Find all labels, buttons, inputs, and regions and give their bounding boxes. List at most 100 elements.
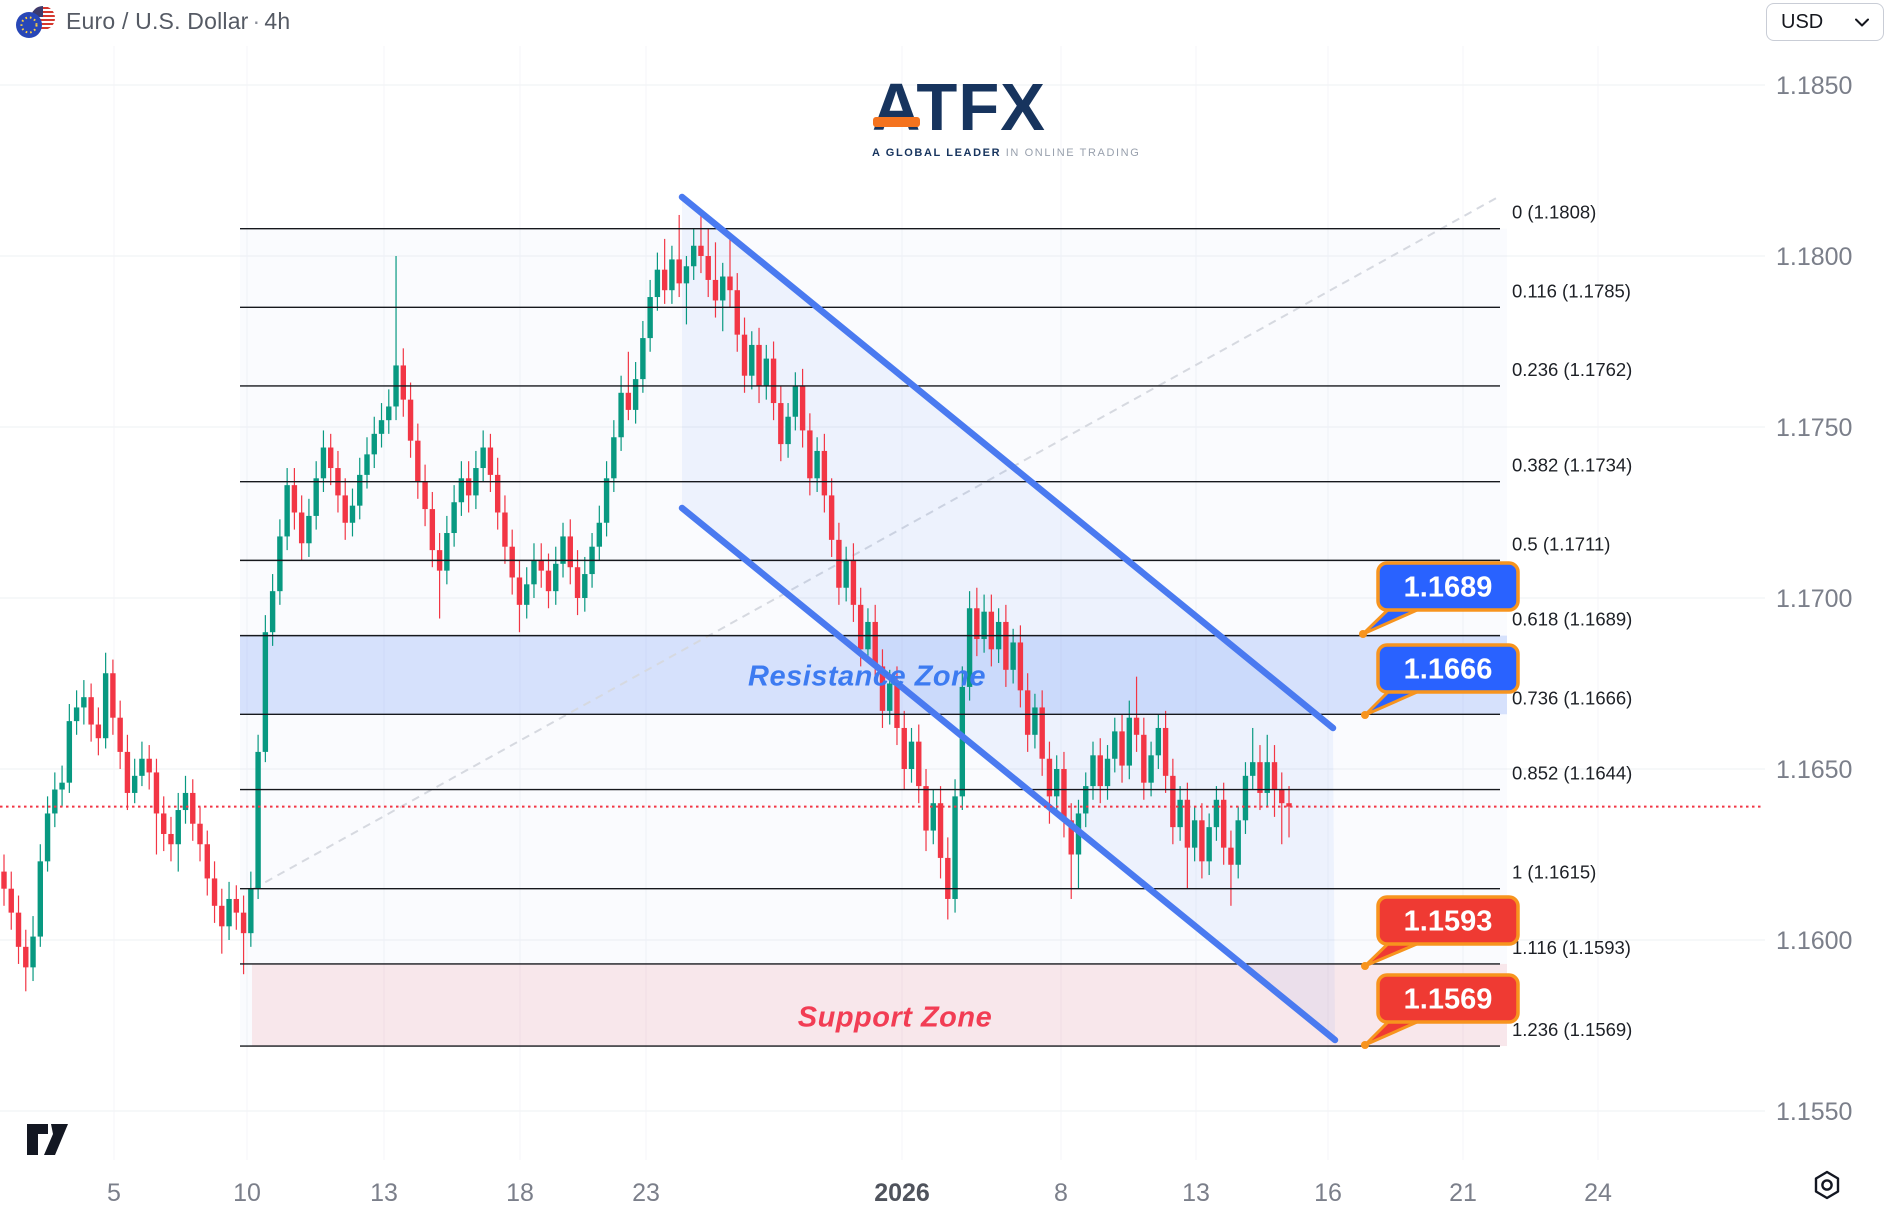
price-axis-label: 1.1650 xyxy=(1776,756,1852,784)
candle-body xyxy=(465,478,472,496)
candle-body xyxy=(248,888,254,934)
time-axis-label[interactable]: 5 xyxy=(107,1179,121,1207)
candle-body xyxy=(1271,762,1278,790)
price-callout-box[interactable] xyxy=(1376,895,1520,946)
time-axis-label[interactable]: 21 xyxy=(1449,1179,1477,1207)
candle-body xyxy=(661,269,668,291)
tradingview-logo[interactable] xyxy=(26,1122,70,1158)
candle-body xyxy=(30,936,36,968)
fib-level-label: 0.5 (1.1711) xyxy=(1512,533,1610,554)
candle-body xyxy=(1257,762,1263,793)
candle-body xyxy=(204,844,210,879)
time-axis-label[interactable]: 10 xyxy=(233,1179,261,1207)
candle-body xyxy=(386,406,392,421)
fib-level-label: 1 (1.1615) xyxy=(1512,862,1596,883)
candle-body xyxy=(117,717,123,752)
candle-body xyxy=(23,946,29,968)
candle-body xyxy=(182,792,189,811)
candle-body xyxy=(349,505,356,523)
time-axis-label[interactable]: 13 xyxy=(1182,1179,1210,1207)
candle-body xyxy=(923,786,929,831)
candle-body xyxy=(233,898,240,913)
candle-body xyxy=(1264,762,1270,793)
candle-body xyxy=(320,447,327,479)
candle-body xyxy=(727,276,733,291)
candle-body xyxy=(763,358,769,386)
channel-lower-trendline[interactable] xyxy=(678,504,1339,1044)
gear-icon[interactable] xyxy=(1810,1168,1844,1202)
candle-body xyxy=(749,344,755,376)
candle-body xyxy=(110,673,116,718)
candle-body xyxy=(81,697,87,708)
candle-body xyxy=(298,512,305,544)
candle-body xyxy=(458,478,465,503)
candle-body xyxy=(676,259,682,284)
candle-body xyxy=(531,560,537,585)
candle-body xyxy=(1191,820,1198,848)
candle-body xyxy=(175,810,181,845)
candle-body xyxy=(124,751,131,793)
time-axis-label[interactable]: 8 xyxy=(1054,1179,1068,1207)
candle-body xyxy=(1046,758,1053,797)
candle-body xyxy=(211,878,218,906)
candle-body xyxy=(502,512,508,547)
candle-body xyxy=(959,686,966,797)
time-axis-label[interactable]: 18 xyxy=(506,1179,534,1207)
symbol-title[interactable]: Euro / U.S. Dollar · 4h xyxy=(66,7,291,34)
candle-body xyxy=(741,334,748,376)
candle-body xyxy=(1097,755,1103,787)
candle-body xyxy=(1083,786,1089,814)
candle-body xyxy=(1242,775,1249,821)
atfx-logo: ATFX A GLOBAL LEADER IN ONLINE TRADING xyxy=(872,74,1139,159)
candle-body xyxy=(1024,690,1031,735)
candle-body xyxy=(553,563,559,592)
candle-body xyxy=(916,741,922,787)
time-axis-label[interactable]: 16 xyxy=(1314,1179,1342,1207)
candle-body xyxy=(632,379,639,410)
candle-body xyxy=(640,338,646,380)
candle-body xyxy=(843,560,849,588)
candle-body xyxy=(1090,755,1096,787)
candle-body xyxy=(756,344,762,386)
candle-body xyxy=(509,546,515,578)
price-callout-anchor-dot xyxy=(1359,630,1367,638)
candle-body xyxy=(66,721,73,783)
title-separator: · xyxy=(252,7,261,34)
candle-body xyxy=(364,454,370,475)
price-callout-anchor-dot xyxy=(1361,1041,1369,1049)
channel-upper-trendline[interactable] xyxy=(678,193,1337,732)
price-callout-box[interactable] xyxy=(1376,973,1520,1024)
candle-body xyxy=(683,266,690,284)
price-callout-anchor-dot xyxy=(1361,711,1369,719)
candle-body xyxy=(778,403,784,445)
price-callout-box[interactable] xyxy=(1376,643,1520,694)
resistance-zone-label: Resistance Zone xyxy=(748,660,986,693)
candle-body xyxy=(8,888,14,913)
price-callout-anchor-dot xyxy=(1361,962,1369,970)
time-axis-label[interactable]: 13 xyxy=(370,1179,398,1207)
candle-body xyxy=(313,478,319,516)
currency-select-value: USD xyxy=(1781,10,1824,33)
candle-body xyxy=(480,447,486,469)
candle-body xyxy=(618,392,624,438)
support-zone[interactable] xyxy=(252,963,1507,1047)
time-axis-label[interactable]: 24 xyxy=(1584,1179,1612,1207)
candle-body xyxy=(705,256,711,280)
candle-body xyxy=(1199,820,1205,862)
time-axis-label[interactable]: 23 xyxy=(632,1179,660,1207)
candle-body xyxy=(400,365,406,400)
price-callout-value: 1.1666 xyxy=(1404,654,1493,686)
candle-body xyxy=(407,399,414,441)
fib-level-label: 0.736 (1.1666) xyxy=(1512,687,1632,708)
time-axis-label[interactable]: 2026 xyxy=(874,1179,930,1207)
candle-body xyxy=(1119,731,1125,766)
candle-body xyxy=(669,259,675,291)
candle-body xyxy=(357,474,363,506)
price-callout-box[interactable] xyxy=(1376,561,1520,612)
symbol-header: Euro / U.S. Dollar · 4h xyxy=(14,4,290,38)
currency-select[interactable]: USD xyxy=(1766,3,1884,41)
candle-body xyxy=(1141,734,1147,783)
candle-body xyxy=(625,392,632,410)
